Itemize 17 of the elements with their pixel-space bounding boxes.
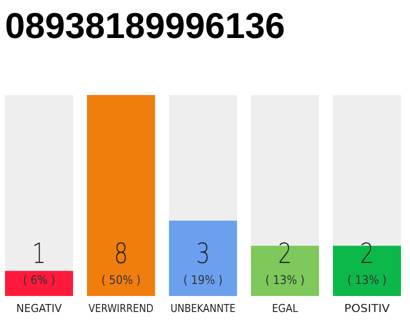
x-tick-label: POSITIV [344, 302, 390, 315]
x-tick-label: NEGATIV [16, 302, 64, 315]
annotation: ( 13% ) [347, 273, 387, 287]
data-label: 2 [278, 237, 296, 270]
data-label: 1 [32, 237, 50, 270]
x-tick-label: UNBEKANNTE [170, 302, 246, 315]
annotation: ( 13% ) [265, 273, 305, 287]
chart-title: 08938189996136 [5, 5, 286, 46]
bar [5, 270, 74, 296]
data-label: 3 [196, 237, 214, 270]
x-tick-label: EGAL [272, 302, 302, 315]
annotation: ( 6% ) [22, 273, 56, 287]
data-label: 2 [360, 237, 378, 270]
annotation: ( 50% ) [101, 273, 141, 287]
data-label: 8 [114, 237, 132, 270]
annotation: ( 19% ) [183, 273, 223, 287]
x-tick-label: VERWIRREND [88, 302, 164, 315]
